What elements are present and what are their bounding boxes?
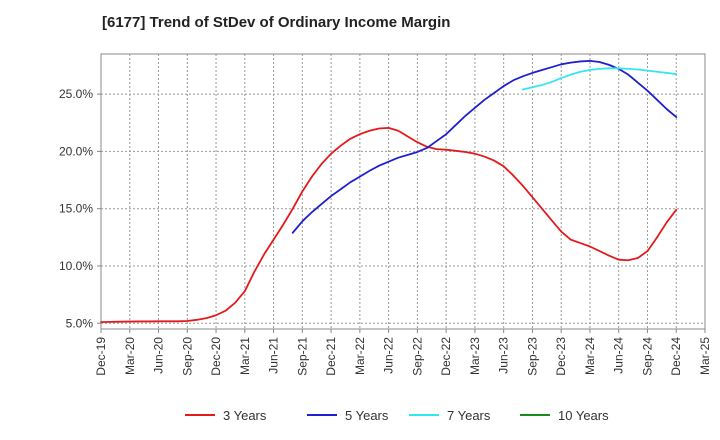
y-tick-label: 15.0% xyxy=(59,202,93,216)
y-tick-label: 5.0% xyxy=(66,316,94,330)
x-tick-label: Mar-22 xyxy=(353,337,367,375)
x-tick-label: Jun-23 xyxy=(497,337,511,374)
series-line-3-years xyxy=(100,127,678,324)
y-tick-label: 10.0% xyxy=(59,259,93,273)
x-tick-label: Jun-21 xyxy=(267,337,281,374)
chart-title: [6177] Trend of StDev of Ordinary Income… xyxy=(102,14,451,31)
x-tick-label: Dec-23 xyxy=(554,337,568,376)
series-line-5-years xyxy=(291,59,678,234)
x-tick-label: Mar-25 xyxy=(698,337,712,375)
x-tick-label: Mar-23 xyxy=(468,337,482,375)
y-axis: 5.0% 10.0% 15.0% 20.0% 25.0% xyxy=(59,87,101,330)
grid-lines xyxy=(101,54,705,329)
y-tick-label: 25.0% xyxy=(59,87,93,101)
legend-label-7-years: 7 Years xyxy=(447,408,491,423)
x-axis: Dec-19 Mar-20 Jun-20 Sep-20 Dec-20 Mar-21 Jun-… xyxy=(94,329,712,376)
plot-area-frame xyxy=(100,53,706,330)
x-tick-label: Sep-20 xyxy=(180,337,194,376)
legend-label-5-years: 5 Years xyxy=(345,408,389,423)
x-tick-label: Sep-23 xyxy=(525,337,539,376)
legend-label-3-years: 3 Years xyxy=(223,408,267,423)
x-tick-label: Dec-21 xyxy=(324,337,338,376)
x-tick-label: Jun-22 xyxy=(382,337,396,374)
legend-label-10-years: 10 Years xyxy=(558,408,609,423)
x-tick-label: Jun-20 xyxy=(152,337,166,374)
series-line-7-years xyxy=(521,67,678,91)
x-tick-label: Jun-24 xyxy=(612,337,626,374)
x-tick-label: Sep-24 xyxy=(640,337,654,376)
x-tick-label: Dec-19 xyxy=(94,337,108,376)
series-lines xyxy=(100,59,678,324)
y-tick-label: 20.0% xyxy=(59,144,93,158)
x-tick-label: Dec-22 xyxy=(439,337,453,376)
x-tick-label: Dec-20 xyxy=(209,337,223,376)
x-tick-label: Dec-24 xyxy=(669,337,683,376)
x-tick-label: Mar-24 xyxy=(583,337,597,375)
x-tick-label: Sep-22 xyxy=(410,337,424,376)
x-tick-label: Sep-21 xyxy=(295,337,309,376)
x-tick-label: Mar-21 xyxy=(238,337,252,375)
x-tick-label: Mar-20 xyxy=(123,337,137,375)
legend: 3 Years 5 Years 7 Years 10 Years xyxy=(185,408,609,423)
